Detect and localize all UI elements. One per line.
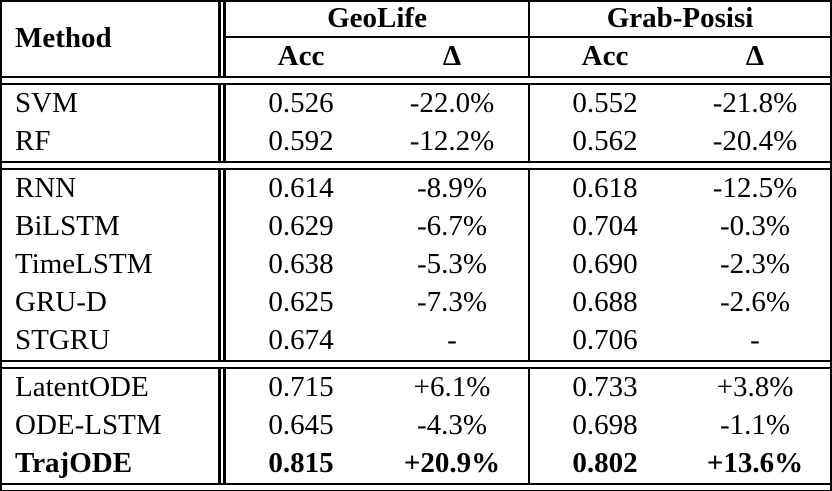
- col-header-acc-geolife: Acc: [277, 40, 325, 73]
- method-cell: BiLSTM: [2, 208, 226, 246]
- value-cell: -20.4%: [712, 125, 798, 158]
- table-header: Method GeoLife Grab-Posisi Acc Δ Acc Δ: [2, 2, 831, 76]
- section-divider-cell: [2, 161, 831, 170]
- table-row: BiLSTM 0.629 -6.7% 0.704 -0.3%: [2, 208, 830, 246]
- col-header-delta-grab-posisi: Δ: [745, 40, 765, 73]
- value-cell: 0.625: [268, 286, 334, 319]
- double-rule: [2, 483, 831, 491]
- value-cell: -21.8%: [712, 87, 798, 120]
- section-divider-cell: [2, 360, 831, 369]
- value-cell: 0.815: [268, 447, 334, 480]
- method-cell: GRU-D: [2, 284, 226, 322]
- value-cell: 0.674: [268, 324, 334, 357]
- value-cell: 0.592: [268, 125, 334, 158]
- method-cell: TrajODE: [2, 445, 226, 483]
- value-cell: +13.6%: [706, 447, 804, 480]
- section-divider: [2, 360, 831, 369]
- double-rule: [2, 360, 831, 369]
- col-header-acc-grab-posisi: Acc: [528, 38, 680, 76]
- value-cell: 0.562: [528, 123, 680, 161]
- group-header-grab-posisi: Grab-Posisi: [528, 2, 831, 38]
- value-cell: 0.526: [268, 87, 334, 120]
- section-divider: [2, 161, 831, 170]
- table-row: GRU-D 0.625 -7.3% 0.688 -2.6%: [2, 284, 830, 322]
- method-cell: RNN: [2, 170, 226, 208]
- value-cell: -22.0%: [409, 87, 495, 120]
- value-cell: 0.552: [528, 85, 680, 123]
- column-header-row: Acc Δ Acc Δ: [2, 38, 830, 76]
- method-cell: RF: [2, 123, 226, 161]
- value-cell: 0.629: [268, 210, 334, 243]
- value-cell: 0.688: [528, 284, 680, 322]
- value-cell: +3.8%: [716, 371, 794, 404]
- method-cell: TimeLSTM: [2, 246, 226, 284]
- section-divider-cell: [2, 76, 831, 85]
- table-row: STGRU 0.674 - 0.706 -: [2, 322, 830, 360]
- group-header-row: Method GeoLife Grab-Posisi: [2, 2, 831, 76]
- value-cell: -: [447, 324, 457, 357]
- value-cell: -2.3%: [719, 248, 791, 281]
- value-cell: 0.698: [528, 407, 680, 445]
- table-row: RNN 0.614 -8.9% 0.618 -12.5%: [2, 170, 830, 208]
- value-cell: 0.802: [528, 445, 680, 483]
- value-cell: 0.706: [528, 322, 680, 360]
- table-row: TimeLSTM 0.638 -5.3% 0.690 -2.3%: [2, 246, 830, 284]
- value-cell: +20.9%: [403, 447, 501, 480]
- method-cell: LatentODE: [2, 369, 226, 407]
- col-header-delta-geolife: Δ: [442, 40, 462, 73]
- method-cell: STGRU: [2, 322, 226, 360]
- value-cell: -6.7%: [416, 210, 488, 243]
- value-cell: -: [750, 324, 760, 357]
- value-cell: 0.618: [528, 170, 680, 208]
- group-header-geolife: GeoLife: [226, 2, 529, 38]
- value-cell: -2.6%: [719, 286, 791, 319]
- table-row: LatentODE 0.715 +6.1% 0.733 +3.8%: [2, 369, 830, 407]
- table-row: SVM 0.526 -22.0% 0.552 -21.8%: [2, 85, 830, 123]
- method-cell: ODE-LSTM: [2, 407, 226, 445]
- value-cell: 0.715: [268, 371, 334, 404]
- table-row: RF 0.592 -12.2% 0.562 -20.4%: [2, 123, 830, 161]
- value-cell: -12.5%: [712, 172, 798, 205]
- value-cell: -12.2%: [409, 125, 495, 158]
- method-header-cell: Method: [2, 2, 226, 76]
- value-cell: -8.9%: [416, 172, 488, 205]
- value-cell: -5.3%: [416, 248, 488, 281]
- value-cell: 0.733: [528, 369, 680, 407]
- value-cell: -0.3%: [719, 210, 791, 243]
- section-divider: [2, 76, 831, 85]
- value-cell: -1.1%: [719, 409, 791, 442]
- value-cell: -7.3%: [416, 286, 488, 319]
- value-cell: -4.3%: [416, 409, 488, 442]
- value-cell: 0.645: [268, 409, 334, 442]
- double-rule: [2, 161, 831, 170]
- section-divider: [2, 483, 831, 491]
- value-cell: 0.638: [268, 248, 334, 281]
- table-row: ODE-LSTM 0.645 -4.3% 0.698 -1.1%: [2, 407, 830, 445]
- table-row: TrajODE 0.815 +20.9% 0.802 +13.6%: [2, 445, 830, 483]
- value-cell: +6.1%: [413, 371, 491, 404]
- value-cell: 0.614: [268, 172, 334, 205]
- section-divider-cell: [2, 483, 831, 491]
- method-cell: SVM: [2, 85, 226, 123]
- value-cell: 0.704: [528, 208, 680, 246]
- table-body: SVM 0.526 -22.0% 0.552 -21.8% RF 0.592 -12.2% 0.…: [2, 76, 831, 491]
- double-rule: [2, 76, 831, 85]
- value-cell: 0.690: [528, 246, 680, 284]
